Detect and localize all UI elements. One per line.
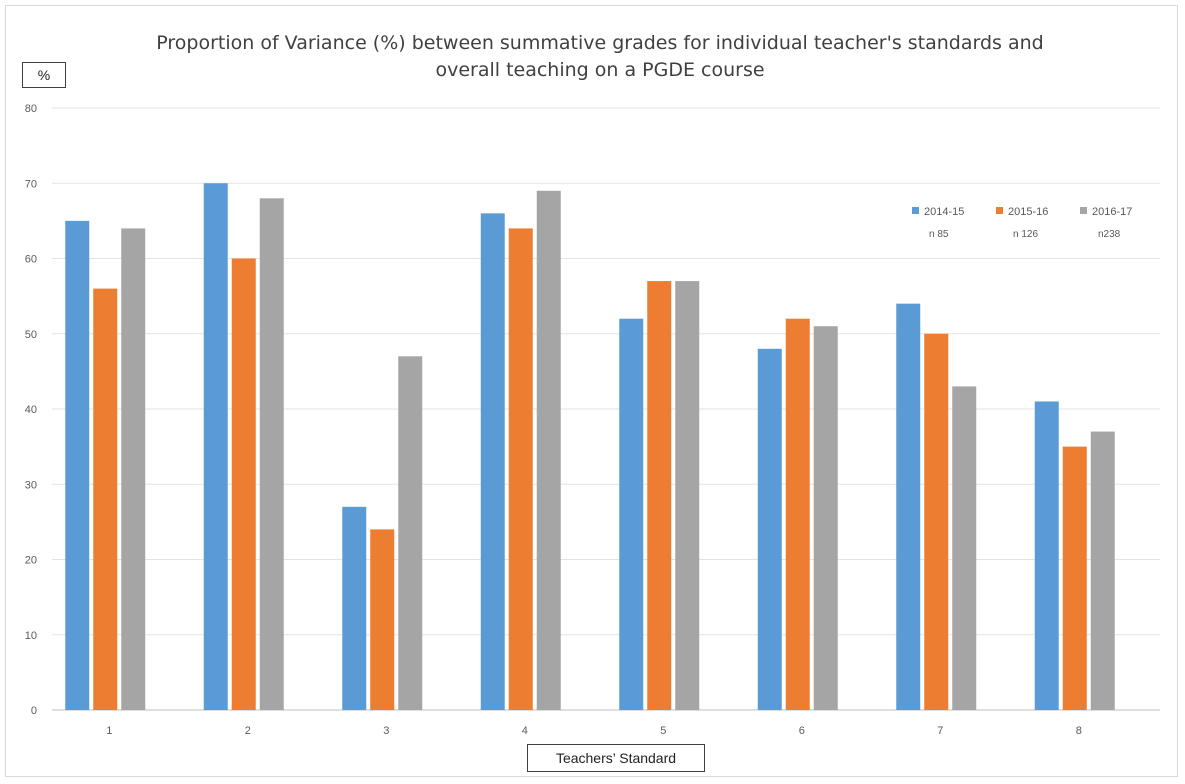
y-tick-label: 30 <box>25 479 37 491</box>
bar-2016-17-std-5 <box>675 281 700 710</box>
x-tick-label: 6 <box>799 725 805 737</box>
x-tick-label: 5 <box>660 725 666 737</box>
y-axis-label: % <box>22 62 66 88</box>
y-tick-label: 20 <box>25 555 37 567</box>
bar-2015-16-std-4 <box>508 228 533 710</box>
bar-2016-17-std-3 <box>398 356 423 710</box>
legend-item-2014-15: 2014-15 <box>912 204 964 220</box>
chart-frame <box>5 5 1178 777</box>
bar-2014-15-std-8 <box>1034 401 1059 710</box>
bar-2014-15-std-4 <box>480 213 505 710</box>
legend-note-2014-15: n 85 <box>929 229 949 240</box>
x-axis-ticks: 1 2 3 4 5 6 7 8 <box>106 725 1082 737</box>
chart-title: Proportion of Variance (%) between summa… <box>156 32 1044 81</box>
legend-swatch-2014-15 <box>912 207 919 214</box>
bar-2016-17-std-1 <box>121 228 146 710</box>
x-tick-label: 3 <box>383 725 389 737</box>
y-tick-label: 80 <box>25 103 37 115</box>
legend-label: 2014-15 <box>924 206 965 218</box>
x-axis-label: Teachers’ Standard <box>527 744 705 772</box>
y-tick-label: 60 <box>25 254 37 266</box>
legend-swatch-2015-16 <box>996 207 1003 214</box>
legend-label: 2015-16 <box>1008 206 1049 218</box>
bar-2016-17-std-4 <box>536 190 561 710</box>
x-tick-label: 8 <box>1076 725 1082 737</box>
legend-item-2015-16: 2015-16 <box>996 204 1048 220</box>
bar-2015-16-std-3 <box>370 529 395 710</box>
y-tick-label: 40 <box>25 404 37 416</box>
bar-2015-16-std-6 <box>785 318 810 710</box>
x-tick-label: 2 <box>245 725 251 737</box>
legend-note-2016-17: n238 <box>1098 229 1121 240</box>
bar-2016-17-std-7 <box>952 386 977 710</box>
bar-2015-16-std-5 <box>647 281 672 710</box>
legend-label: 2016-17 <box>1092 206 1133 218</box>
bar-2016-17-std-8 <box>1090 431 1115 710</box>
bar-2014-15-std-2 <box>203 183 228 710</box>
legend-swatch-2016-17 <box>1080 207 1087 214</box>
x-tick-label: 1 <box>106 725 112 737</box>
legend: 2014-15 2015-16 2016-17 n 85 n 126 n238 <box>912 204 1152 248</box>
y-axis-ticks: 0 10 20 30 40 50 60 70 80 <box>25 103 37 717</box>
legend-note-2015-16: n 126 <box>1013 229 1039 240</box>
y-tick-label: 0 <box>31 705 37 717</box>
bar-2016-17-std-6 <box>813 326 838 710</box>
bar-2015-16-std-8 <box>1062 446 1087 710</box>
x-tick-label: 7 <box>937 725 943 737</box>
bar-2015-16-std-1 <box>93 288 118 710</box>
y-tick-label: 50 <box>25 329 37 341</box>
legend-item-2016-17: 2016-17 <box>1080 204 1132 220</box>
y-tick-label: 10 <box>25 630 37 642</box>
x-tick-label: 4 <box>522 725 528 737</box>
bar-2014-15-std-6 <box>757 348 782 710</box>
bar-2014-15-std-3 <box>342 506 367 710</box>
bar-2016-17-std-2 <box>259 198 284 711</box>
bar-2015-16-std-7 <box>924 333 949 710</box>
bar-2014-15-std-5 <box>619 318 644 710</box>
bars <box>65 183 1115 711</box>
bar-2014-15-std-7 <box>896 303 921 710</box>
y-tick-label: 70 <box>25 178 37 190</box>
bar-2015-16-std-2 <box>231 258 256 710</box>
bar-2014-15-std-1 <box>65 220 90 710</box>
